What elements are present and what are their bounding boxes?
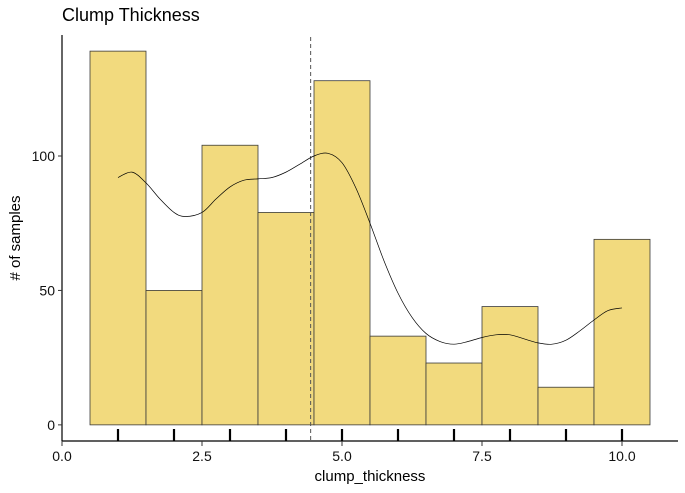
x-tick-label-0: 0.0 — [52, 448, 72, 464]
histogram-bar-6 — [369, 335, 427, 426]
y-tick-label-0: 0 — [47, 417, 55, 433]
histogram-bar-4 — [257, 212, 315, 426]
histogram-bar-10 — [593, 238, 651, 426]
x-tick-label-2: 5.0 — [332, 448, 352, 464]
histogram-bar-8 — [481, 306, 539, 426]
y-axis-title: # of samples — [7, 195, 24, 280]
x-tick-label-4: 10.0 — [608, 448, 635, 464]
overlay-group — [117, 37, 623, 441]
x-tick-label-1: 2.5 — [192, 448, 212, 464]
y-tick-label-2: 100 — [32, 148, 56, 164]
axes-group: 0 50 100 0.0 2.5 5.0 7.5 10.0 clump_thickness # o… — [7, 35, 678, 485]
histogram-bar-9 — [537, 386, 595, 426]
bars-group — [89, 50, 651, 426]
y-tick-label-1: 50 — [39, 282, 55, 298]
histogram-bar-1 — [89, 50, 147, 426]
histogram-bar-7 — [425, 362, 483, 426]
histogram-bar-5 — [313, 80, 371, 426]
x-tick-label-3: 7.5 — [472, 448, 492, 464]
histogram-bar-2 — [145, 290, 203, 426]
x-axis-title: clump_thickness — [315, 468, 426, 485]
chart-title: Clump Thickness — [62, 5, 200, 25]
density-curve — [117, 152, 623, 345]
